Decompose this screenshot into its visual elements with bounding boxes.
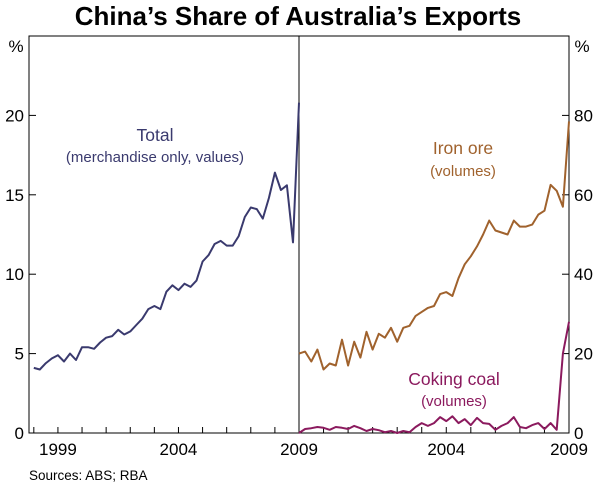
right-x-tick-label: 2004	[427, 440, 465, 459]
left-x-tick-label: 2009	[280, 440, 318, 459]
left-x-tick-label: 2004	[160, 440, 198, 459]
total-annotation-line2: (merchandise only, values)	[66, 149, 244, 166]
iron-ore-annotation-line2: (volumes)	[430, 163, 496, 180]
iron-ore-annotation-line1: Iron ore	[433, 138, 493, 158]
left-panel-frame	[28, 35, 300, 434]
right-y-tick-label: 0	[574, 424, 583, 443]
coking-coal-annotation-line1: Coking coal	[408, 369, 499, 389]
left-y-tick-label: 15	[5, 186, 24, 205]
coking-coal-annotation-line2: (volumes)	[421, 393, 487, 410]
series-line-total	[33, 102, 300, 371]
right-y-tick-label: 20	[574, 345, 593, 364]
right-y-tick-label: 40	[574, 265, 593, 284]
series-line-iron-ore	[298, 121, 570, 371]
right-y-tick-label: 60	[574, 186, 593, 205]
left-y-tick-label: 0	[15, 424, 24, 443]
right-x-tick-label: 2009	[550, 440, 588, 459]
left-y-tick-label: 5	[15, 345, 24, 364]
series-line-coking-coal	[298, 321, 570, 434]
left-y-tick-label: 20	[5, 106, 24, 125]
right-unit-label: %	[574, 37, 589, 56]
right-y-tick-label: 80	[574, 106, 593, 125]
left-y-tick-label: 10	[5, 265, 24, 284]
left-unit-label: %	[8, 37, 23, 56]
total-annotation-line1: Total	[137, 125, 174, 145]
chart-title: China’s Share of Australia’s Exports	[75, 1, 521, 31]
right-panel-frame	[298, 35, 570, 434]
source-note: Sources: ABS; RBA	[29, 468, 148, 483]
left-x-tick-label: 1999	[39, 440, 77, 459]
